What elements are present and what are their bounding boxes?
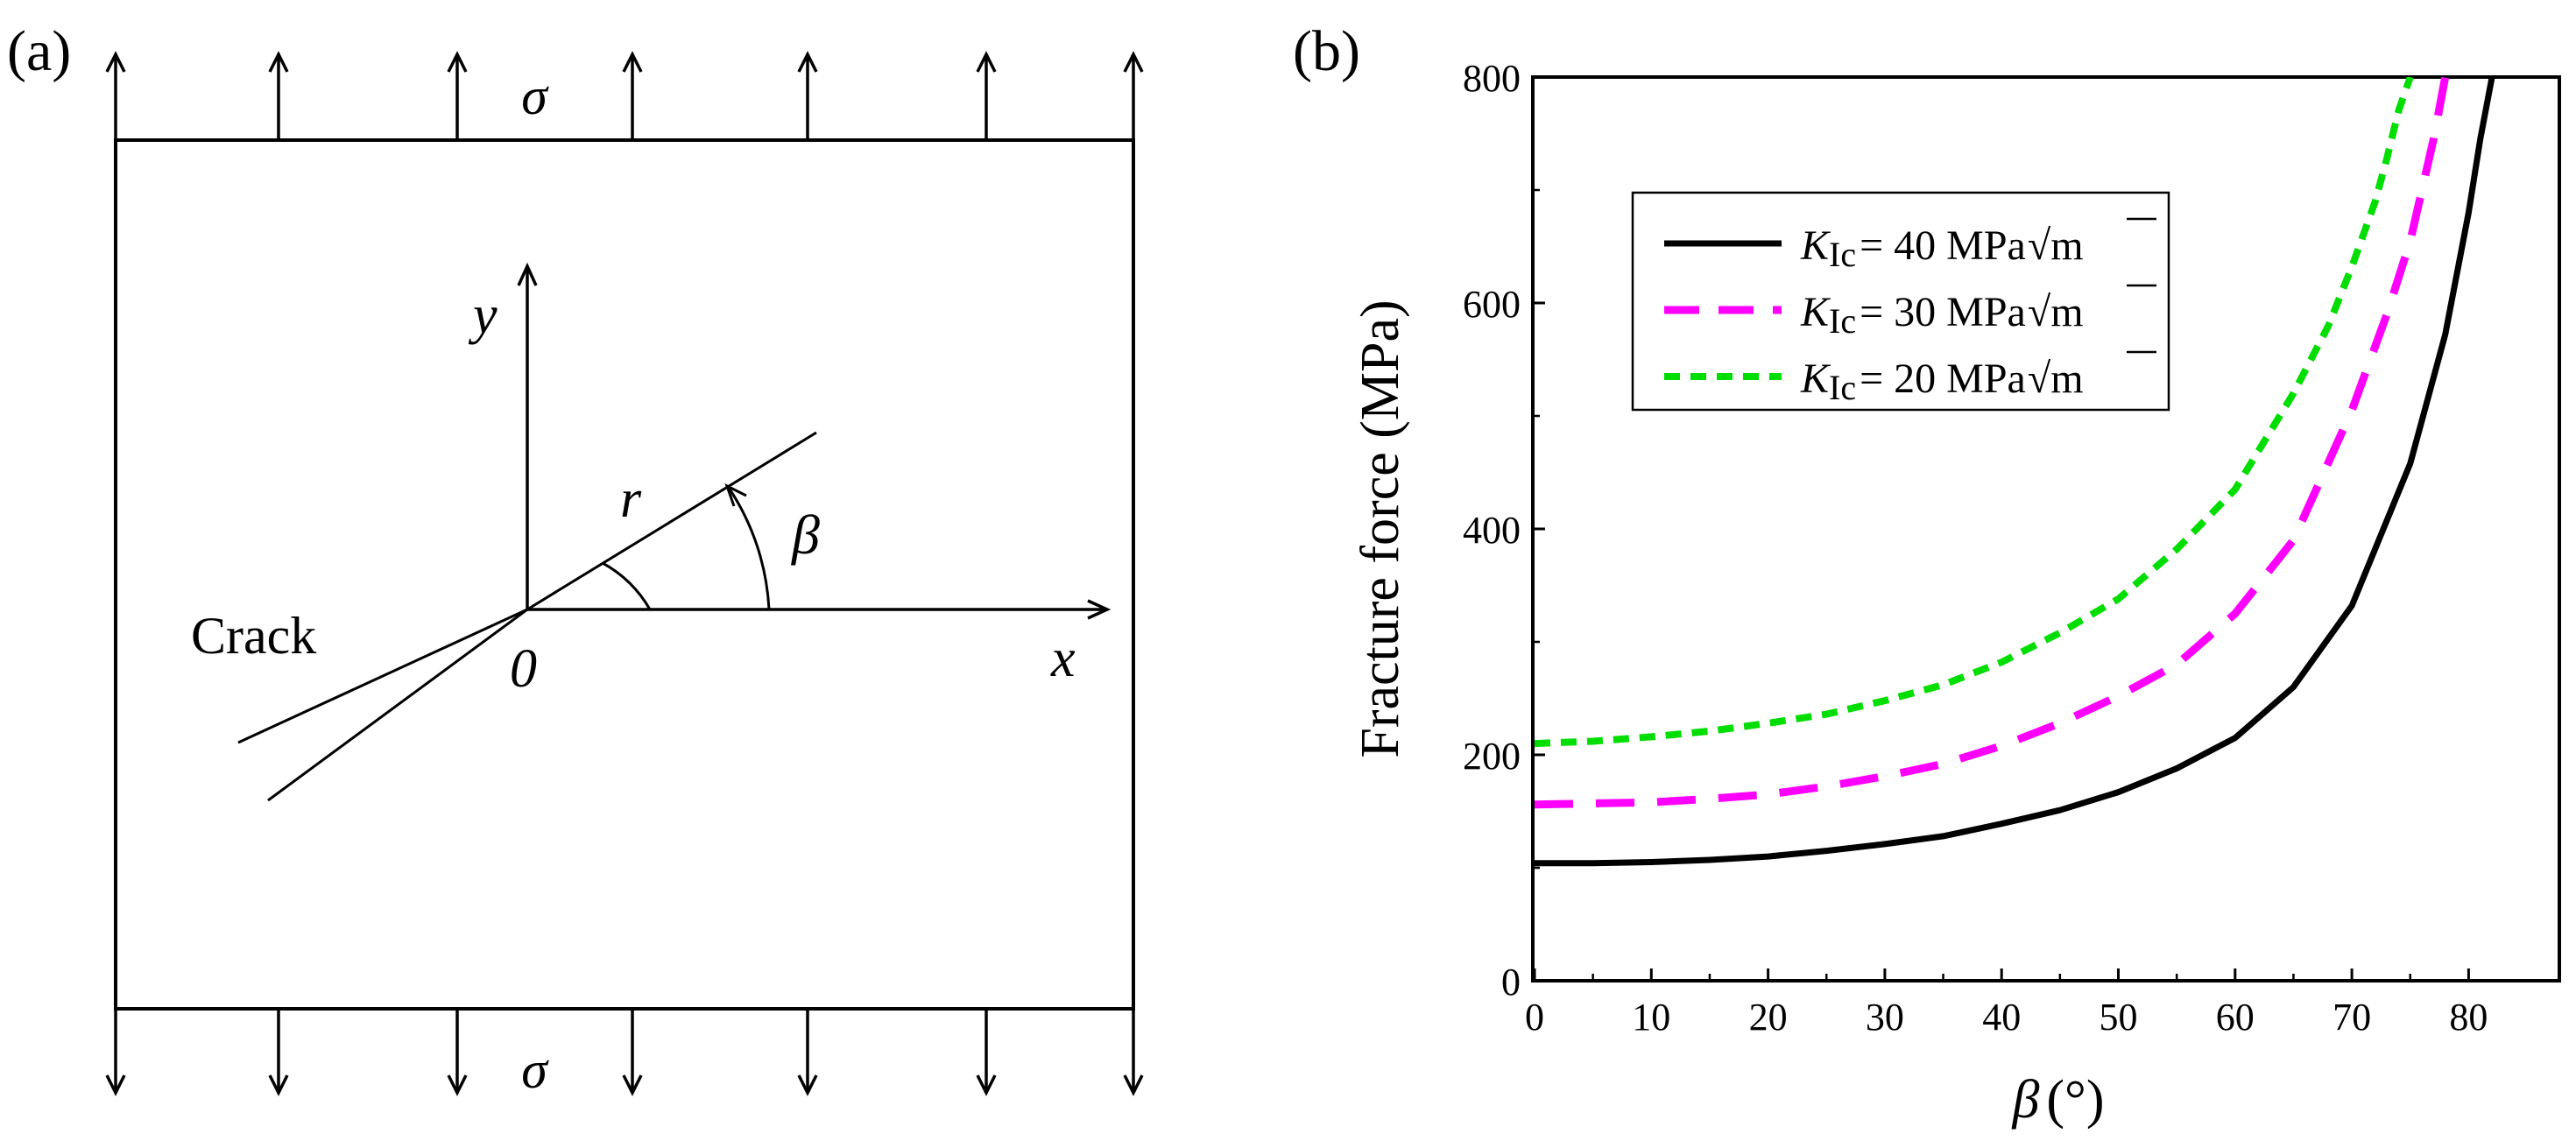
crack-face-lower [267, 608, 528, 802]
y-axis-ticks: 0 200 400 600 800 [1463, 57, 1545, 1004]
legend-label-0: KIc= 40 MPa√m [1800, 222, 2084, 274]
radius-r-label: r [620, 469, 642, 529]
bottom-stress-arrows [105, 1009, 1144, 1096]
x-tick-label: 60 [2216, 996, 2255, 1039]
panel-a-diagram: (a) σ σ y x [7, 19, 1144, 1099]
crack-lines [237, 431, 817, 802]
x-axis-title-symbol: β [2012, 1070, 2040, 1130]
panel-b-chart: (b) 0 10 20 30 40 50 60 70 80 0 200 400 600 800 Frac… [1293, 19, 2561, 1130]
x-tick-label: 70 [2333, 996, 2371, 1039]
series-line-1 [1534, 77, 2450, 809]
legend-label-1: KIc= 30 MPa√m [1800, 289, 2084, 341]
x-axis-title-unit: (°) [2046, 1070, 2104, 1130]
small-angle-arc [602, 561, 652, 610]
origin-label: 0 [510, 639, 537, 699]
series-line-0 [1535, 77, 2495, 867]
stress-sigma-bottom: σ [521, 1041, 549, 1099]
x-tick-label: 0 [1525, 996, 1544, 1039]
y-tick-label: 800 [1463, 57, 1521, 100]
top-stress-arrows [105, 51, 1144, 140]
beta-arc-arrowhead [724, 483, 747, 507]
x-tick-label: 40 [1982, 996, 2021, 1039]
x-axis-title: β (°) [2012, 1070, 2105, 1130]
series-layer [1534, 77, 2495, 867]
panel-b-label: (b) [1293, 19, 1360, 83]
x-tick-label: 10 [1632, 996, 1670, 1039]
y-axis-title: Fracture force (MPa) [1351, 299, 1410, 757]
y-tick-label: 600 [1463, 283, 1521, 326]
beta-angle-arc [727, 487, 771, 610]
legend-label-2: KIc= 20 MPa√m [1800, 356, 2084, 407]
x-tick-label: 50 [2100, 996, 2138, 1039]
x-axis-ticks: 0 10 20 30 40 50 60 70 80 [1525, 968, 2488, 1039]
axis-y-label: y [468, 285, 498, 345]
panel-a-label: (a) [7, 19, 71, 83]
axis-x-label: x [1050, 629, 1076, 688]
x-tick-label: 80 [2449, 996, 2488, 1039]
plate-rectangle [114, 138, 1135, 1011]
crack-face-upper [237, 608, 528, 744]
y-tick-label: 0 [1501, 961, 1521, 1004]
x-tick-label: 20 [1749, 996, 1788, 1039]
series-line-2 [1534, 77, 2414, 748]
stress-sigma-top: σ [521, 67, 549, 125]
radius-line [526, 431, 817, 611]
crack-label: Crack [191, 607, 316, 665]
beta-label: β [790, 504, 820, 566]
y-tick-label: 200 [1463, 735, 1521, 778]
x-tick-label: 30 [1866, 996, 1904, 1039]
y-tick-label: 400 [1463, 509, 1521, 552]
coordinate-axes [517, 262, 1112, 620]
legend: KIc= 40 MPa√m KIc= 30 MPa√m KIc= 20 MPa√m [1631, 191, 2170, 412]
